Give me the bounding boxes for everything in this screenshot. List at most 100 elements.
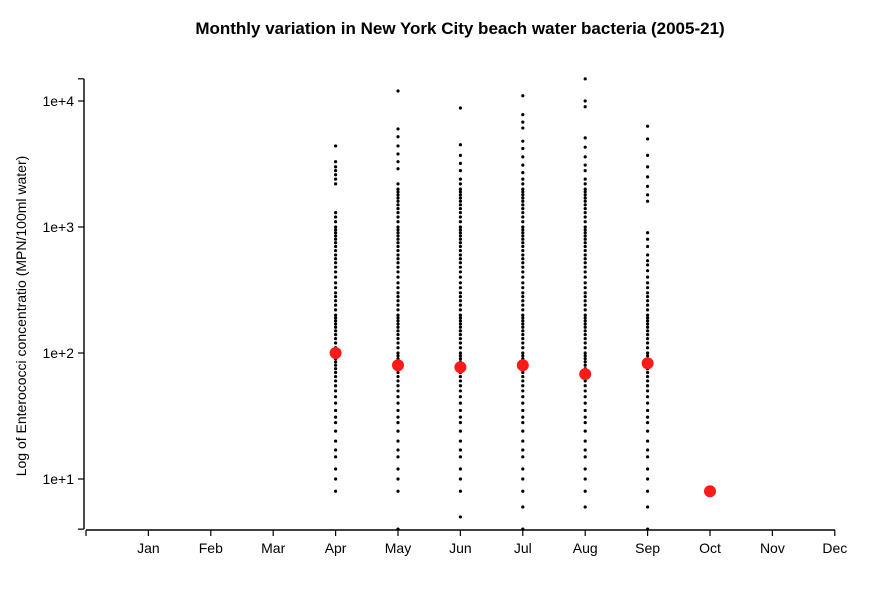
data-point bbox=[583, 203, 587, 207]
data-point bbox=[334, 231, 338, 235]
data-point bbox=[583, 136, 587, 140]
data-point bbox=[396, 225, 400, 229]
data-point bbox=[458, 439, 462, 443]
data-point bbox=[334, 265, 338, 269]
data-point bbox=[646, 370, 650, 375]
data-point bbox=[334, 270, 338, 274]
data-point bbox=[583, 477, 587, 481]
data-point bbox=[396, 257, 400, 261]
data-point bbox=[458, 448, 462, 452]
data-point bbox=[396, 308, 400, 312]
data-point bbox=[646, 354, 650, 358]
data-point bbox=[646, 295, 650, 299]
data-point bbox=[583, 281, 587, 285]
data-point bbox=[396, 234, 400, 238]
data-point bbox=[396, 489, 400, 493]
data-point bbox=[396, 286, 400, 290]
data-point bbox=[646, 467, 650, 471]
data-point bbox=[334, 408, 338, 413]
data-point bbox=[458, 106, 462, 110]
data-point bbox=[646, 455, 650, 459]
data-point bbox=[646, 439, 650, 443]
data-point bbox=[583, 228, 587, 232]
data-point bbox=[521, 171, 525, 175]
data-point bbox=[458, 206, 462, 211]
data-point bbox=[583, 415, 587, 419]
data-point bbox=[334, 228, 338, 232]
data-point bbox=[521, 415, 525, 419]
data-point bbox=[521, 401, 525, 405]
data-point bbox=[334, 415, 338, 419]
chart-title: Monthly variation in New York City beach… bbox=[195, 19, 724, 38]
data-point bbox=[396, 477, 400, 481]
data-point bbox=[334, 257, 338, 261]
data-point bbox=[396, 199, 400, 203]
data-point bbox=[521, 379, 525, 383]
data-point bbox=[334, 177, 338, 181]
data-point bbox=[396, 152, 400, 156]
x-tick-label: Feb bbox=[199, 540, 223, 556]
data-point bbox=[396, 291, 400, 295]
data-point bbox=[583, 244, 587, 249]
data-point bbox=[521, 489, 525, 493]
data-point bbox=[646, 429, 650, 433]
data-point bbox=[521, 299, 525, 303]
data-point bbox=[396, 374, 400, 379]
data-point bbox=[646, 395, 650, 399]
data-point bbox=[521, 332, 525, 337]
data-point bbox=[583, 395, 587, 399]
data-point bbox=[646, 415, 650, 419]
data-point bbox=[583, 206, 587, 211]
data-point bbox=[458, 379, 462, 383]
x-tick-label: May bbox=[385, 540, 411, 556]
data-point bbox=[583, 316, 587, 320]
data-point bbox=[521, 237, 525, 241]
data-point bbox=[458, 303, 462, 307]
data-point bbox=[521, 291, 525, 295]
data-point bbox=[334, 448, 338, 452]
data-point bbox=[521, 193, 525, 197]
data-point bbox=[396, 237, 400, 241]
mean-point bbox=[392, 359, 404, 372]
data-point bbox=[458, 281, 462, 285]
data-point bbox=[458, 325, 462, 329]
data-point bbox=[334, 234, 338, 238]
data-point bbox=[583, 322, 587, 326]
data-point bbox=[334, 169, 338, 173]
data-point bbox=[521, 286, 525, 290]
data-point bbox=[521, 303, 525, 307]
data-point bbox=[458, 153, 462, 158]
data-point bbox=[583, 253, 587, 257]
data-point bbox=[583, 163, 587, 167]
data-point bbox=[334, 286, 338, 290]
data-point bbox=[583, 341, 587, 345]
data-point bbox=[583, 177, 587, 181]
data-point bbox=[583, 182, 587, 186]
data-point bbox=[521, 94, 525, 98]
x-tick-label: Nov bbox=[760, 540, 785, 556]
data-point bbox=[458, 248, 462, 253]
data-point bbox=[521, 248, 525, 253]
data-point bbox=[396, 316, 400, 320]
data-point bbox=[334, 291, 338, 295]
axes: 1e+1 1e+2 1e+3 1e+4 Jan Feb Mar Apr May Jun Jul Aug… bbox=[42, 78, 847, 556]
data-point bbox=[583, 265, 587, 269]
data-point bbox=[646, 299, 650, 303]
data-point bbox=[583, 467, 587, 471]
data-point bbox=[396, 415, 400, 419]
data-point bbox=[458, 455, 462, 459]
data-point bbox=[521, 139, 525, 143]
data-point bbox=[396, 322, 400, 326]
data-point bbox=[646, 184, 650, 189]
data-point bbox=[583, 99, 587, 103]
data-points bbox=[334, 77, 650, 531]
data-point bbox=[583, 187, 587, 191]
data-point bbox=[334, 439, 338, 443]
data-point bbox=[521, 346, 525, 350]
data-point bbox=[646, 325, 650, 329]
data-point bbox=[458, 265, 462, 269]
data-point bbox=[646, 175, 650, 179]
data-point bbox=[521, 220, 525, 224]
data-point bbox=[646, 351, 650, 355]
data-point bbox=[521, 146, 525, 151]
